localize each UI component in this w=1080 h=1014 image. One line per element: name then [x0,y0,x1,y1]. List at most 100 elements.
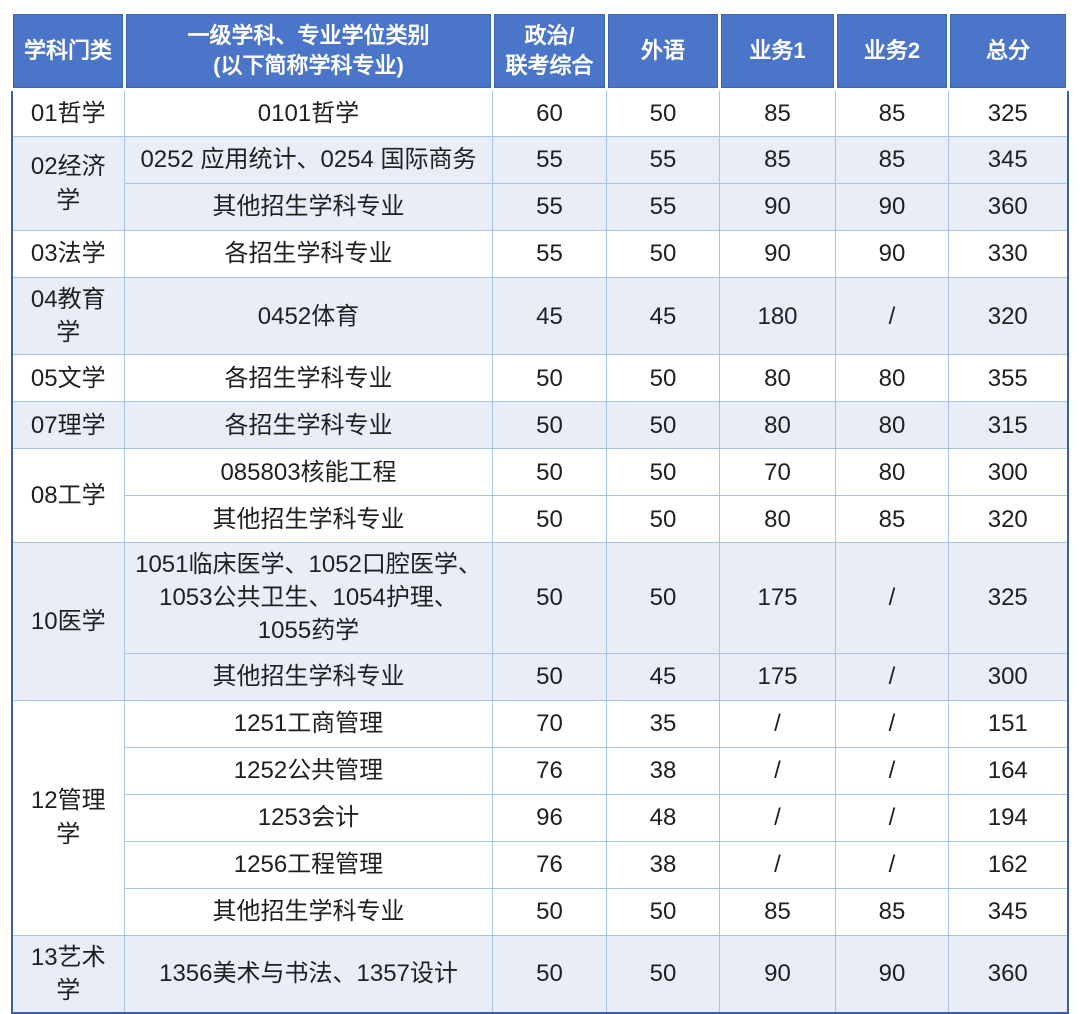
score-cell: / [835,699,949,748]
score-cell: 85 [835,89,949,137]
score-cell: 80 [835,354,949,403]
score-cell: 50 [492,354,607,403]
page: 学科门类 一级学科、专业学位类别 (以下简称学科专业) 政治/ 联考综合 外语 … [10,11,1069,1014]
score-cell: 50 [606,230,720,278]
table-row: 08工学 085803核能工程 50 50 70 80 300 [11,448,1068,544]
col-header-business1: 业务1 [718,11,837,91]
score-cell: 80 [719,401,836,450]
score-cell: 50 [492,934,607,1014]
major-cell: 0452体育 [124,276,493,356]
score-cell: 85 [835,136,949,184]
score-cell: 50 [492,542,607,654]
score-cell: 175 [719,542,836,654]
category-cell: 02经济学 [11,136,125,231]
score-cell: 315 [948,401,1068,450]
category-cell: 04教育学 [11,276,125,356]
score-cell: 50 [606,934,720,1014]
major-cell: 1253会计 [124,793,493,842]
table-row: 04教育学 0452体育 45 45 180 / 320 [11,276,1068,356]
score-cell: 355 [948,354,1068,403]
table-row: 05文学 各招生学科专业 50 50 80 80 355 [11,354,1068,403]
table-row: 07理学 各招生学科专业 50 50 80 80 315 [11,401,1068,450]
score-cell: 90 [835,183,949,231]
score-cell: 180 [719,276,836,356]
score-cell: 360 [948,183,1068,231]
col-header-foreign-language: 外语 [605,11,721,91]
major-cell: 其他招生学科专业 [124,652,493,701]
major-cell: 0252 应用统计、0254 国际商务 [124,136,493,184]
table-row: 01哲学 0101哲学 60 50 85 85 325 [11,89,1068,137]
table-row: 13艺术学 1356美术与书法、1357设计 50 50 90 90 360 [11,934,1068,1014]
major-cell: 0101哲学 [124,89,493,137]
score-cell: / [835,542,949,654]
category-cell: 10医学 [11,542,125,701]
score-cell: 55 [606,136,720,184]
score-cell: / [835,746,949,795]
score-cell: 85 [719,136,836,184]
score-cell: 50 [492,887,607,936]
col-header-politics: 政治/ 联考综合 [491,11,608,91]
category-cell: 03法学 [11,230,125,278]
score-cell: 320 [948,495,1068,544]
score-cell: 90 [719,183,836,231]
score-cell: 50 [606,401,720,450]
score-cell: 45 [606,276,720,356]
category-cell: 01哲学 [11,89,125,137]
major-cell: 1356美术与书法、1357设计 [124,934,493,1014]
score-cell: 80 [719,354,836,403]
score-cell: 164 [948,746,1068,795]
major-cell: 各招生学科专业 [124,230,493,278]
table-row: 其他招生学科专业 55 55 90 90 360 [12,183,1068,231]
score-cell: 50 [606,354,720,403]
score-cell: / [835,276,949,356]
category-cell: 12管理学 [11,699,125,936]
score-cell: 45 [606,652,720,701]
score-cell: 300 [948,652,1068,701]
score-cell: 90 [719,230,836,278]
score-cell: 85 [835,887,949,936]
col-header-total: 总分 [947,11,1069,91]
score-cell: 35 [606,699,720,748]
score-cell: 80 [719,495,836,544]
score-cell: 50 [492,401,607,450]
score-cell: / [835,652,949,701]
score-cell: 80 [835,401,949,450]
score-cell: 90 [835,934,949,1014]
major-cell: 1251工商管理 [124,699,493,748]
score-cell: 85 [719,89,836,137]
score-cell: 300 [948,448,1068,497]
major-cell: 其他招生学科专业 [124,887,493,936]
score-cell: 325 [948,89,1068,137]
score-cell: 151 [948,699,1068,748]
score-cell: 70 [719,448,836,497]
score-cell: 48 [606,793,720,842]
table-row: 12管理学 1251工商管理 70 35 / / 151 [11,699,1068,936]
score-cell: 96 [492,793,607,842]
col-header-category: 学科门类 [10,11,126,91]
score-cell: / [835,793,949,842]
col-header-major: 一级学科、专业学位类别 (以下简称学科专业) [123,11,494,91]
score-cell: 50 [606,887,720,936]
major-cell: 085803核能工程 [124,448,493,497]
score-cell: 50 [606,495,720,544]
category-cell: 13艺术学 [11,934,125,1014]
score-cell: 360 [948,934,1068,1014]
score-cell: 50 [492,652,607,701]
score-cell: 85 [835,495,949,544]
major-cell: 1252公共管理 [124,746,493,795]
major-cell: 其他招生学科专业 [124,495,493,544]
score-cell: 50 [606,542,720,654]
table-row: 02经济学 0252 应用统计、0254 国际商务 55 55 85 85 34… [11,136,1068,231]
score-cell: / [719,746,836,795]
score-cell: 194 [948,793,1068,842]
score-cell: 76 [492,840,607,889]
table-row: 其他招生学科专业 50 45 175 / 300 [12,652,1068,701]
header-row: 学科门类 一级学科、专业学位类别 (以下简称学科专业) 政治/ 联考综合 外语 … [10,11,1069,91]
major-cell: 各招生学科专业 [124,354,493,403]
category-cell: 05文学 [11,354,125,403]
score-cell: 60 [492,89,607,137]
major-cell: 1256工程管理 [124,840,493,889]
score-cell: 50 [492,495,607,544]
table-row: 1256工程管理 76 38 / / 162 [12,840,1068,889]
score-cell: 50 [492,448,607,497]
